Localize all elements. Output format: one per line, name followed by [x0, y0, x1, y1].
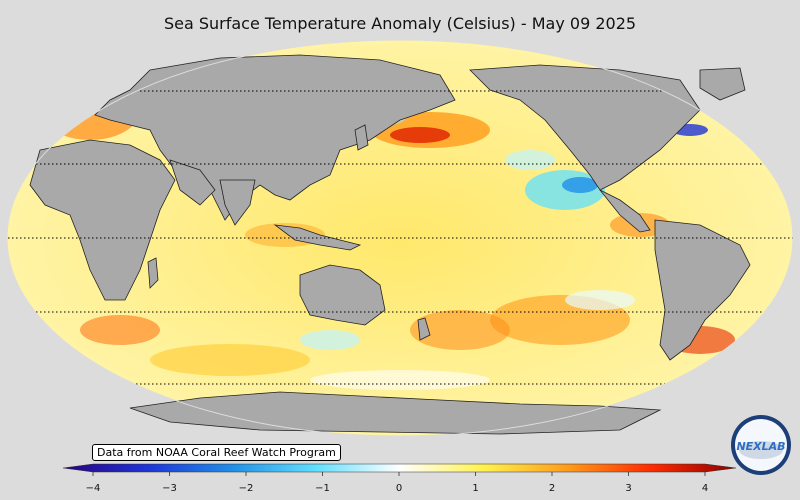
colorbar-tick-label: 0 [395, 483, 403, 494]
arabia-landmass [169, 159, 216, 206]
india-landmass [219, 179, 256, 226]
colorbar-ticks [92, 472, 706, 476]
colorbar-tick-label: −2 [238, 483, 254, 494]
new-zealand-landmass [417, 317, 431, 341]
japan-landmass [354, 124, 369, 151]
greenland-landmass [699, 67, 746, 101]
map-title: Sea Surface Temperature Anomaly (Celsius… [163, 14, 637, 33]
central-america-landmass [599, 189, 651, 233]
colorbar-tick-label: 4 [701, 483, 709, 494]
colorbar [62, 463, 737, 476]
colorbar-tick-label: 3 [625, 483, 632, 494]
colorbar-gradient [62, 463, 737, 473]
logo-text: NEXLAB [736, 440, 785, 453]
data-credit-label: Data from NOAA Coral Reef Watch Program [92, 444, 341, 461]
globe-outline [6, 39, 794, 437]
eurasia-landmass [94, 54, 456, 221]
australia-landmass [299, 264, 386, 326]
colorbar-tick-label: 2 [548, 483, 556, 494]
colorbar-tick-label: −4 [85, 483, 101, 494]
africa-landmass [29, 139, 176, 301]
nexlab-logo: NEXLAB [730, 414, 792, 476]
north-america-landmass [469, 64, 701, 191]
madagascar-landmass [147, 257, 159, 289]
colorbar-tick-label: −1 [315, 483, 330, 494]
colorbar-tick-label: 1 [472, 483, 479, 494]
south-america-landmass [654, 219, 751, 361]
colorbar-tick-label: −3 [162, 483, 177, 494]
